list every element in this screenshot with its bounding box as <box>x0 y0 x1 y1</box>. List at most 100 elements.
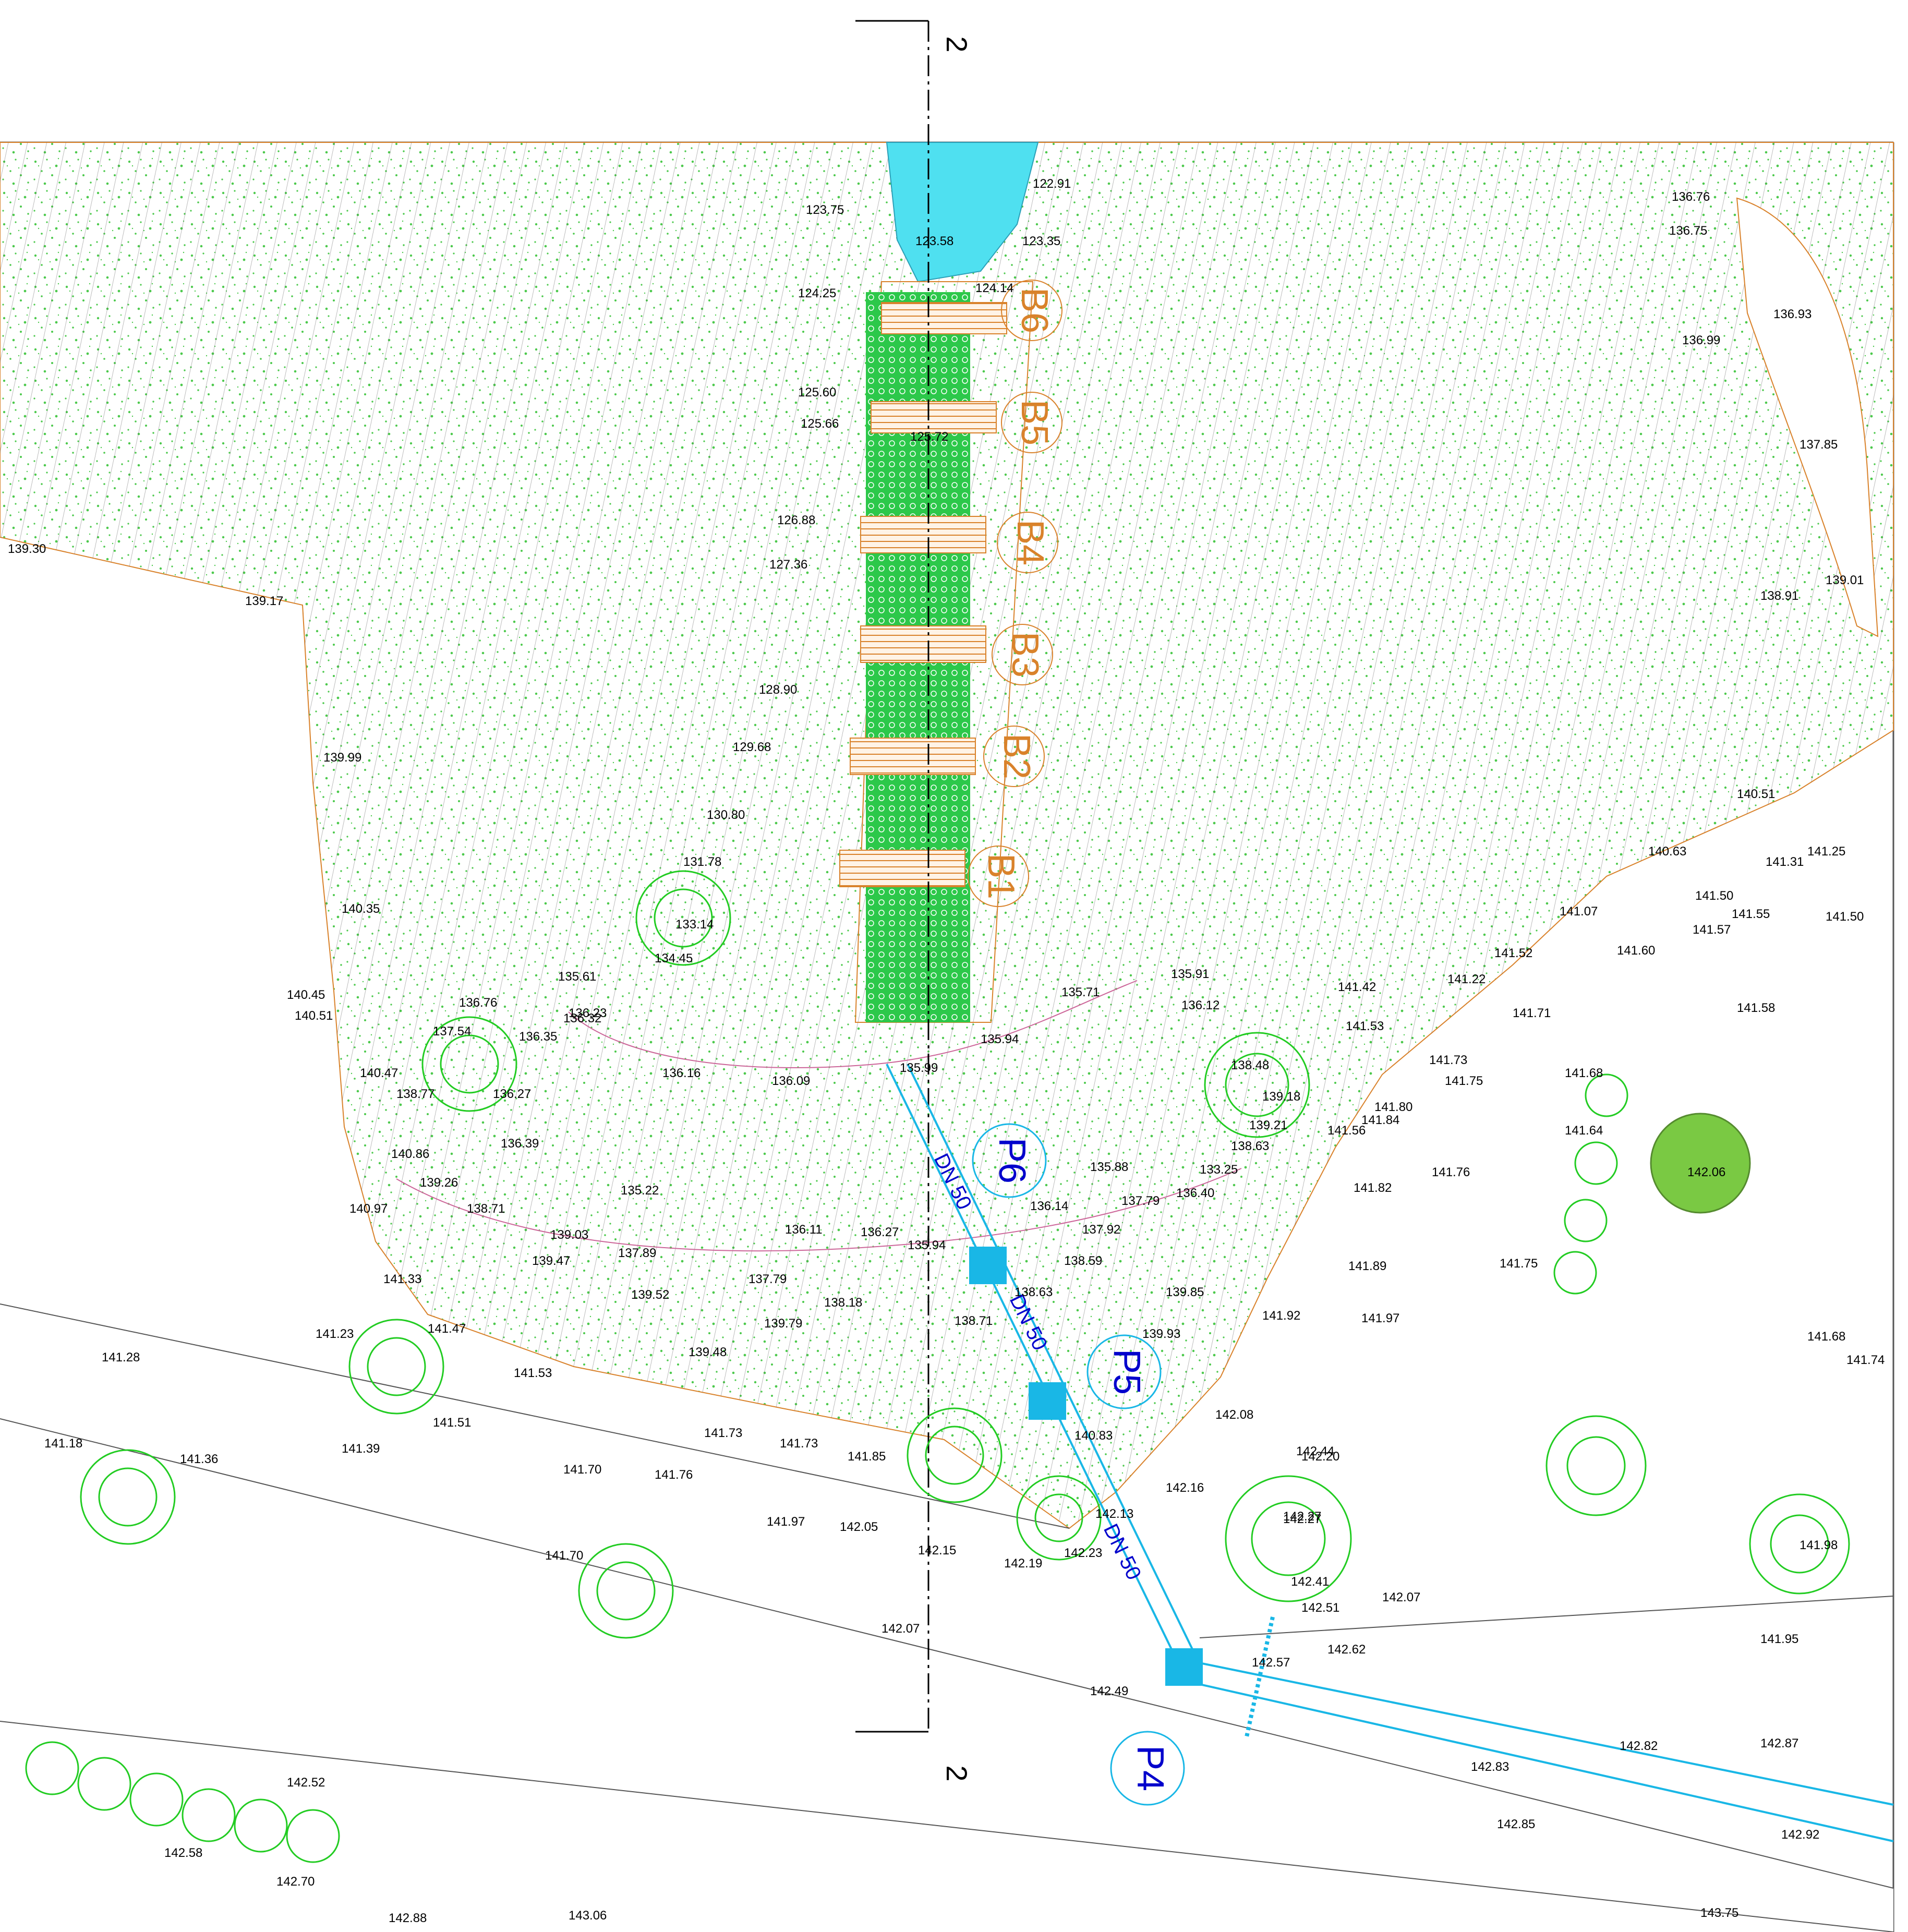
elevation-label: 136.27 <box>493 1087 531 1101</box>
basin-b4-label[interactable]: B4 <box>997 512 1058 573</box>
elevation-label: 141.31 <box>1766 855 1804 869</box>
elevation-label: 139.93 <box>1142 1327 1180 1341</box>
bowl-contour <box>568 980 1138 1068</box>
elevation-label: 137.54 <box>433 1024 471 1039</box>
elevation-label: 142.62 <box>1327 1643 1366 1657</box>
station-p4-label[interactable]: P4 <box>1110 1731 1185 1806</box>
elevation-label: 142.87 <box>1760 1736 1798 1750</box>
svg-text:P6: P6 <box>991 1138 1033 1184</box>
pond <box>886 142 1039 283</box>
elevation-label: 123.58 <box>915 234 953 248</box>
svg-text:B6: B6 <box>1013 287 1055 333</box>
elevation-label: 138.63 <box>1231 1139 1269 1153</box>
station-p5-label[interactable]: P5 <box>1086 1334 1162 1409</box>
elevation-label: 139.30 <box>8 542 46 556</box>
elevation-label: 136.11 <box>785 1223 823 1237</box>
elevation-label: 133.14 <box>675 917 714 932</box>
basin-b5-label[interactable]: B5 <box>1001 392 1062 453</box>
elevation-label: 140.63 <box>1648 844 1686 859</box>
elevation-label: 139.18 <box>1262 1090 1300 1104</box>
hedge-row <box>25 1073 1628 1863</box>
elevation-label: 141.74 <box>1846 1353 1885 1367</box>
elevation-label: 141.92 <box>1262 1309 1300 1323</box>
elevation-label: 138.77 <box>396 1087 434 1101</box>
elevation-label: 139.85 <box>1166 1285 1204 1299</box>
elevation-label: 141.97 <box>767 1515 805 1529</box>
elevation-label: 141.58 <box>1737 1001 1775 1015</box>
elevation-label: 137.85 <box>1800 438 1838 452</box>
elevation-label: 141.42 <box>1338 980 1376 994</box>
elevation-label: 139.79 <box>764 1317 802 1331</box>
elevation-label: 142.20 <box>1301 1450 1339 1464</box>
tree-symbols <box>80 870 1850 1639</box>
elevation-label: 141.39 <box>342 1442 380 1456</box>
elevation-label: 142.83 <box>1471 1760 1509 1774</box>
elevation-label: 138.48 <box>1231 1058 1269 1072</box>
elevation-label: 142.85 <box>1497 1817 1535 1831</box>
elevation-label: 136.27 <box>861 1225 899 1239</box>
elevation-label: 141.85 <box>848 1450 886 1464</box>
elevation-label: 123.35 <box>1022 234 1060 248</box>
elevation-label: 137.79 <box>1121 1194 1160 1208</box>
elevation-label: 136.76 <box>1672 190 1710 204</box>
elevation-label: 142.16 <box>1166 1481 1204 1495</box>
elevation-label: 125.72 <box>910 430 948 444</box>
elevation-label: 139.03 <box>550 1228 588 1242</box>
elevation-label: 138.71 <box>467 1202 505 1216</box>
elevation-label: 141.71 <box>1513 1006 1551 1020</box>
elevation-label: 141.95 <box>1760 1632 1798 1646</box>
elevation-label: 138.63 <box>1015 1285 1053 1299</box>
elevation-label: 141.28 <box>102 1350 140 1365</box>
elevation-label: 142.05 <box>840 1520 878 1534</box>
elevation-label: 136.75 <box>1669 224 1707 238</box>
elevation-label: 140.51 <box>295 1009 333 1023</box>
elevation-label: 141.89 <box>1348 1259 1386 1273</box>
elevation-label: 140.35 <box>342 902 380 916</box>
elevation-label: 137.89 <box>618 1246 656 1260</box>
elevation-label: 141.82 <box>1354 1181 1392 1195</box>
elevation-label: 142.13 <box>1095 1507 1133 1521</box>
elevation-label: 141.25 <box>1807 844 1845 859</box>
elevation-label: 141.70 <box>545 1549 583 1563</box>
manhole-p4[interactable] <box>1165 1648 1203 1686</box>
shrub-cluster <box>1650 1113 1751 1214</box>
elevation-label: 141.51 <box>433 1416 471 1430</box>
pipeline <box>886 1064 1894 1842</box>
station-p6-label[interactable]: P6 <box>972 1123 1047 1198</box>
elevation-label: 141.75 <box>1500 1257 1538 1271</box>
elevation-label: 142.52 <box>287 1776 325 1790</box>
elevation-label: 139.26 <box>420 1176 458 1190</box>
elevation-label: 142.57 <box>1252 1656 1290 1670</box>
elevation-label: 142.82 <box>1620 1739 1658 1753</box>
elevation-label: 135.99 <box>900 1061 938 1075</box>
elevation-label: 128.90 <box>759 683 797 697</box>
elevation-label: 142.51 <box>1301 1601 1339 1615</box>
manhole-p5[interactable] <box>1029 1382 1066 1420</box>
elevation-label: 141.47 <box>428 1322 466 1336</box>
svg-text:P5: P5 <box>1106 1349 1148 1395</box>
svg-text:B3: B3 <box>1004 632 1046 678</box>
elevation-label: 129.68 <box>733 740 771 754</box>
basin-b1-label[interactable]: B1 <box>968 846 1029 907</box>
elevation-label: 140.86 <box>391 1147 429 1161</box>
basin-b6-label[interactable]: B6 <box>1001 280 1062 341</box>
elevation-label: 142.27 <box>1283 1512 1321 1526</box>
elevation-label: 135.94 <box>908 1238 946 1252</box>
manhole-p6[interactable] <box>969 1247 1007 1284</box>
basin-b2-label[interactable]: B2 <box>983 726 1045 787</box>
elevation-label: 140.97 <box>349 1202 388 1216</box>
elevation-label: 141.98 <box>1800 1538 1838 1552</box>
basin-b3-label[interactable]: B3 <box>992 624 1053 685</box>
svg-text:P4: P4 <box>1129 1745 1171 1791</box>
elevation-label: 142.07 <box>1382 1590 1420 1604</box>
elevation-label: 142.19 <box>1004 1556 1042 1571</box>
elevation-label: 130.80 <box>707 808 745 822</box>
elevation-label: 125.60 <box>798 385 836 400</box>
elevation-label: 133.25 <box>1200 1163 1238 1177</box>
elevation-label: 142.15 <box>918 1543 956 1557</box>
elevation-label: 138.59 <box>1064 1254 1102 1268</box>
elevation-label: 142.08 <box>1215 1408 1253 1422</box>
elevation-label: 135.61 <box>558 970 596 984</box>
elevation-label: 139.52 <box>631 1288 669 1302</box>
